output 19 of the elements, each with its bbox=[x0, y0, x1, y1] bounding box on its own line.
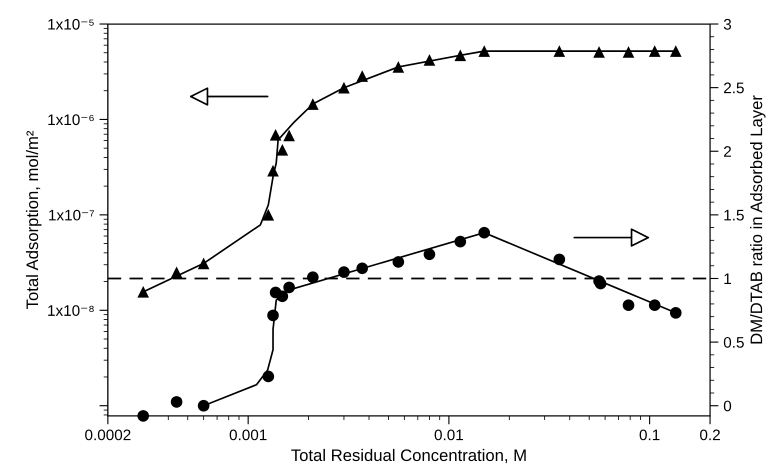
x-tick-label: 0.001 bbox=[230, 429, 267, 440]
y-tick-label: 1x10⁻⁶ bbox=[48, 114, 94, 126]
y2-tick-label: 0 bbox=[724, 400, 732, 412]
y-tick-label: 1x10⁻⁷ bbox=[49, 210, 94, 221]
x-tick-label: 0.2 bbox=[700, 429, 720, 440]
y-tick-label: 1x10⁻⁸ bbox=[48, 305, 94, 316]
y-tick-label: 1x10⁻⁵ bbox=[48, 18, 94, 30]
x-tick-label: 0.0002 bbox=[85, 429, 130, 440]
y2-axis-title: DM/DTAB ratio in Adsorbed Layer bbox=[750, 95, 766, 344]
x-tick-label: 0.1 bbox=[640, 429, 660, 440]
x-tick-label: 0.01 bbox=[434, 429, 464, 440]
y2-tick-label: 1 bbox=[724, 274, 731, 284]
y2-tick-label: 2.5 bbox=[724, 82, 744, 94]
y2-tick-label: 1.5 bbox=[724, 210, 744, 221]
x-axis-title: Total Residual Concentration, M bbox=[291, 448, 526, 464]
y-axis-title: Total Adsorption, mol/m² bbox=[26, 130, 42, 309]
y2-tick-label: 0.5 bbox=[724, 336, 744, 348]
y2-tick-label: 2 bbox=[724, 146, 731, 157]
y2-tick-label: 3 bbox=[724, 18, 732, 30]
